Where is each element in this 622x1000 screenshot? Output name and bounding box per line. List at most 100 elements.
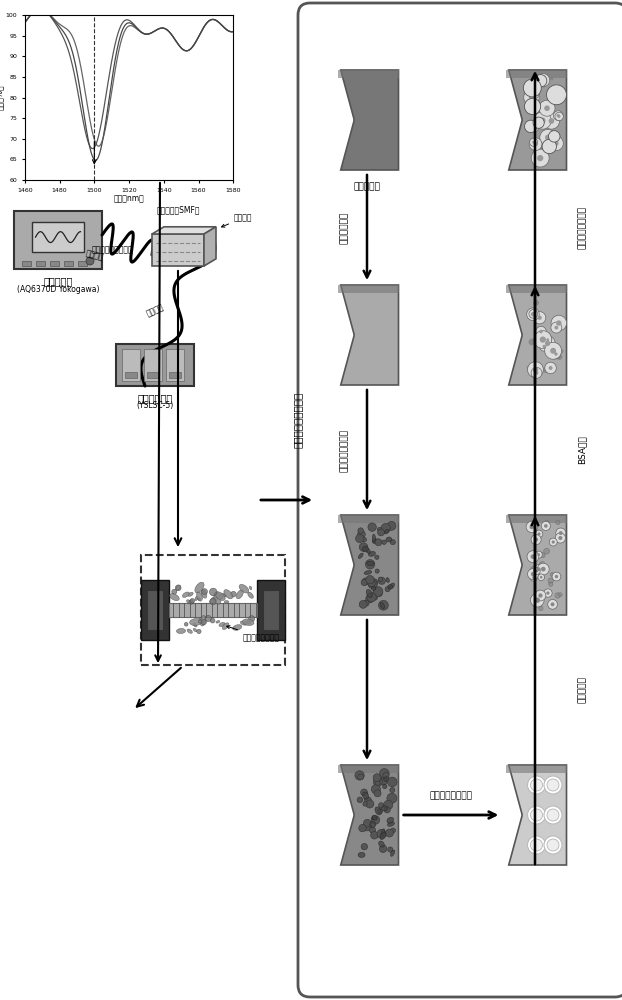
Circle shape — [537, 316, 542, 320]
Circle shape — [540, 553, 545, 558]
Circle shape — [531, 809, 542, 821]
Circle shape — [391, 828, 396, 833]
Text: 温和气单胞菌检测: 温和气单胞菌检测 — [577, 206, 587, 249]
Ellipse shape — [222, 623, 229, 629]
Circle shape — [555, 593, 560, 598]
Circle shape — [529, 123, 539, 132]
Circle shape — [358, 530, 365, 538]
Circle shape — [366, 575, 374, 584]
Polygon shape — [341, 70, 399, 170]
Circle shape — [537, 553, 540, 556]
Circle shape — [184, 622, 188, 626]
Ellipse shape — [195, 582, 204, 593]
Ellipse shape — [225, 601, 229, 603]
Circle shape — [361, 789, 368, 796]
Polygon shape — [341, 285, 399, 385]
Circle shape — [549, 118, 554, 124]
Circle shape — [531, 367, 542, 378]
Circle shape — [379, 600, 388, 610]
Ellipse shape — [202, 590, 207, 598]
Circle shape — [361, 843, 368, 850]
Bar — [141, 580, 169, 640]
Ellipse shape — [215, 592, 225, 600]
Circle shape — [363, 819, 371, 827]
Circle shape — [556, 528, 566, 538]
Bar — [147, 590, 163, 630]
Circle shape — [189, 600, 193, 604]
Circle shape — [539, 606, 543, 611]
Circle shape — [378, 809, 383, 814]
Bar — [125, 372, 137, 378]
Circle shape — [549, 366, 552, 370]
Circle shape — [559, 593, 562, 596]
Circle shape — [550, 77, 554, 80]
Text: 细菌印记人工抗体: 细菌印记人工抗体 — [430, 791, 473, 800]
Circle shape — [175, 585, 181, 591]
Circle shape — [388, 847, 393, 852]
Circle shape — [532, 312, 535, 315]
Circle shape — [526, 521, 537, 533]
Circle shape — [533, 300, 539, 306]
X-axis label: 波长（nm）: 波长（nm） — [114, 194, 144, 203]
Circle shape — [368, 523, 376, 531]
Text: BSA处理: BSA处理 — [577, 436, 587, 464]
Circle shape — [545, 362, 556, 374]
Circle shape — [544, 336, 552, 344]
Circle shape — [172, 589, 177, 594]
Circle shape — [529, 310, 537, 318]
Circle shape — [527, 551, 539, 563]
Circle shape — [531, 535, 541, 545]
Circle shape — [378, 577, 383, 581]
Circle shape — [524, 98, 541, 115]
Circle shape — [550, 573, 554, 577]
Ellipse shape — [366, 589, 373, 598]
Circle shape — [536, 530, 543, 538]
Polygon shape — [509, 515, 567, 615]
Ellipse shape — [391, 850, 395, 856]
Circle shape — [371, 816, 379, 824]
Text: 单模光纤（SMF）: 单模光纤（SMF） — [156, 206, 200, 215]
Circle shape — [368, 580, 377, 589]
Ellipse shape — [364, 547, 371, 554]
Ellipse shape — [387, 817, 394, 823]
Bar — [141, 555, 285, 665]
Circle shape — [549, 136, 564, 151]
Circle shape — [555, 320, 559, 325]
Text: 硫烷化处理: 硫烷化处理 — [353, 182, 381, 191]
Text: 超连续光谱源: 超连续光谱源 — [137, 393, 173, 403]
Circle shape — [524, 90, 539, 105]
Text: 温和气单胞菌涂覆: 温和气单胞菌涂覆 — [340, 428, 349, 472]
Circle shape — [551, 349, 561, 359]
Circle shape — [231, 591, 236, 597]
Circle shape — [531, 554, 536, 559]
Circle shape — [547, 809, 559, 821]
Circle shape — [555, 575, 558, 578]
Circle shape — [532, 576, 535, 579]
Circle shape — [541, 567, 545, 571]
Circle shape — [541, 78, 545, 83]
Circle shape — [534, 597, 540, 603]
Circle shape — [535, 590, 546, 601]
Ellipse shape — [389, 583, 394, 589]
Circle shape — [377, 591, 382, 596]
Circle shape — [533, 142, 538, 146]
Circle shape — [530, 574, 537, 581]
Circle shape — [531, 566, 536, 572]
Circle shape — [551, 315, 567, 331]
Ellipse shape — [380, 603, 384, 609]
Circle shape — [388, 777, 397, 787]
Circle shape — [526, 87, 539, 101]
Bar — [147, 372, 159, 378]
Circle shape — [527, 308, 539, 321]
Text: 光纤光栅表面涂层: 光纤光栅表面涂层 — [226, 626, 280, 642]
Circle shape — [540, 336, 546, 343]
Polygon shape — [204, 227, 216, 266]
Circle shape — [359, 824, 366, 832]
Text: 聚多巴胺修饰: 聚多巴胺修饰 — [340, 211, 349, 244]
Circle shape — [524, 120, 537, 133]
Circle shape — [387, 793, 397, 803]
Ellipse shape — [197, 592, 202, 601]
Circle shape — [198, 598, 200, 600]
Circle shape — [557, 114, 560, 117]
Circle shape — [559, 536, 562, 540]
